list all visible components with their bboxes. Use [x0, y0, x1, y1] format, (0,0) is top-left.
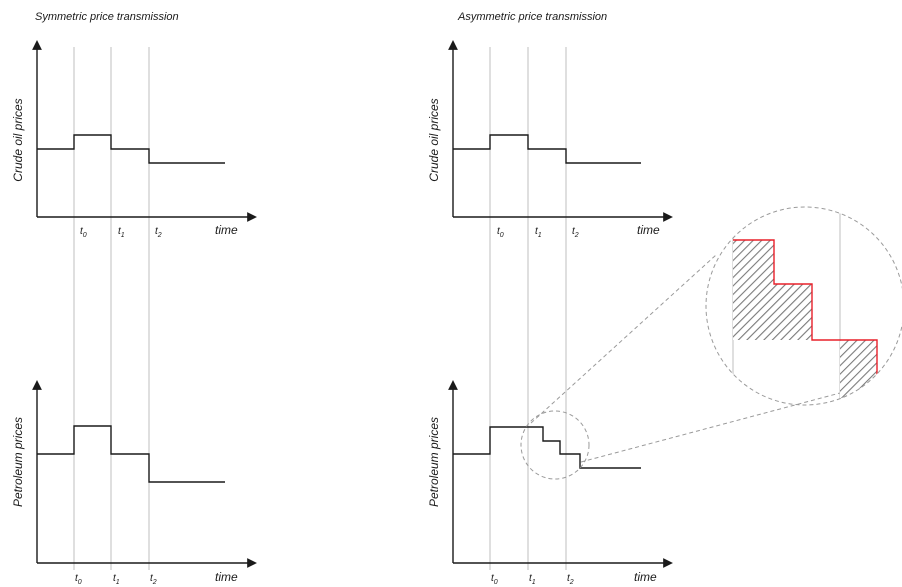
tick-t0: t0: [80, 226, 87, 239]
tick-t0: t0: [75, 573, 82, 586]
asymmetric-panel: Crude oil prices t0 t1 t2 time Petroleum…: [427, 40, 902, 586]
asymmetric-step-line: [733, 239, 878, 405]
hatched-area-large: [733, 240, 812, 340]
zoom-connector-bottom: [580, 392, 841, 463]
crude-y-label: Crude oil prices: [11, 98, 25, 181]
petroleum-price-line: [37, 425, 225, 483]
time-label: time: [215, 223, 238, 237]
crude-price-line: [453, 134, 641, 164]
tick-t2: t2: [572, 226, 579, 239]
petroleum-y-label: Petroleum prices: [427, 417, 441, 507]
time-label: time: [215, 570, 238, 584]
tick-t0: t0: [491, 573, 498, 586]
tick-t1: t1: [535, 226, 542, 239]
zoom-target-circle: [705, 206, 902, 406]
tick-t1: t1: [113, 573, 120, 586]
time-label: time: [634, 570, 657, 584]
tick-t2: t2: [150, 573, 157, 586]
tick-t1: t1: [529, 573, 536, 586]
petroleum-price-line: [453, 426, 641, 469]
tick-t2: t2: [155, 226, 162, 239]
time-label: time: [637, 223, 660, 237]
tick-t0: t0: [497, 226, 504, 239]
asymmetric-title: Asymmetric price transmission: [457, 11, 607, 23]
tick-t2: t2: [567, 573, 574, 586]
symmetric-title: Symmetric price transmission: [35, 11, 179, 23]
hatched-area-small: [840, 340, 877, 405]
zoom-source-circle: [520, 410, 590, 480]
zoom-connector-top: [530, 254, 717, 424]
zoom-magnifier: [705, 206, 902, 406]
crude-y-label: Crude oil prices: [427, 98, 441, 181]
tick-t1: t1: [118, 226, 125, 239]
crude-price-line: [37, 134, 225, 164]
symmetric-panel: Crude oil prices t0 t1 t2 time Petroleum…: [11, 40, 257, 586]
petroleum-y-label: Petroleum prices: [11, 417, 25, 507]
